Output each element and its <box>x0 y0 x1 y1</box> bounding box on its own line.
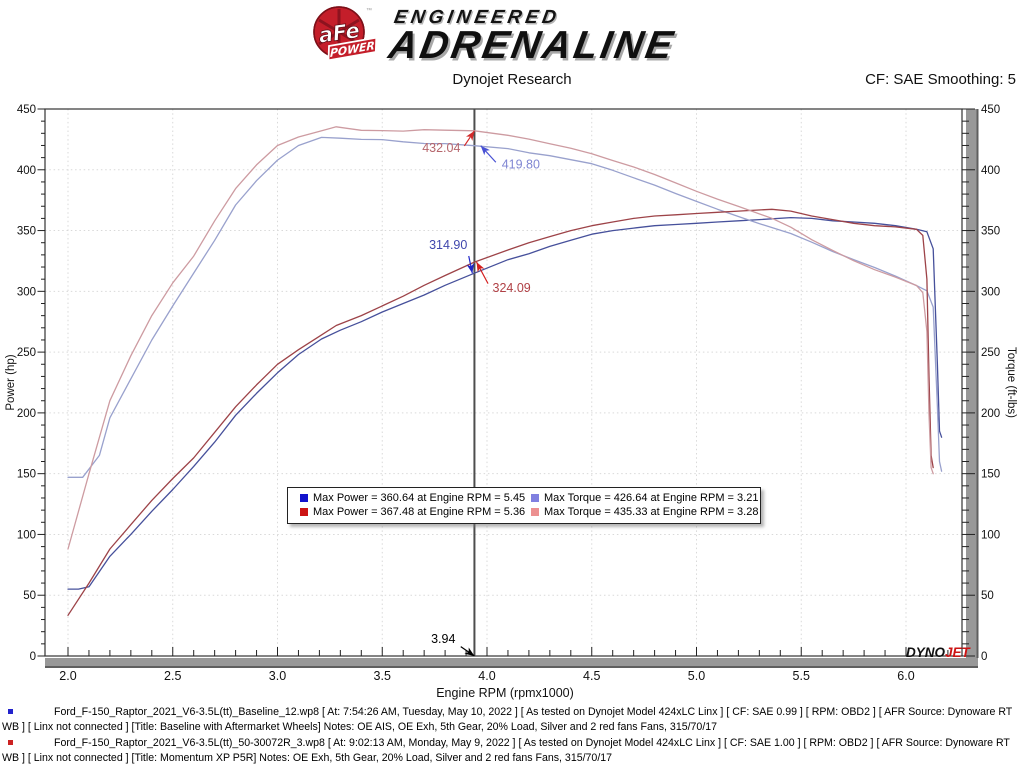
legend-row: Max Power = 367.48 at Engine RPM = 5.36 … <box>294 505 759 519</box>
svg-text:250: 250 <box>981 347 1000 359</box>
legend-entry-momentum-torque: Max Torque = 435.33 at Engine RPM = 3.28 <box>525 506 759 518</box>
series-group <box>67 126 943 616</box>
dyno-chart-area: 0 0 50 50 100 100 150 150 200 200 250 250 300 300 350 3… <box>0 100 1024 706</box>
svg-text:250: 250 <box>17 347 36 359</box>
svg-text:3.5: 3.5 <box>374 669 391 683</box>
legend-box: Max Power = 360.64 at Engine RPM = 5.45 … <box>287 487 761 524</box>
baseline-torque-swatch-icon <box>531 494 539 502</box>
legend-entry-label: Max Torque = 426.64 at Engine RPM = 3.21 <box>544 492 759 504</box>
smoothing-info: CF: SAE Smoothing: 5 <box>865 71 1016 88</box>
svg-text:4.5: 4.5 <box>583 669 600 683</box>
svg-text:0: 0 <box>981 651 987 663</box>
right-axis-bar <box>966 109 977 658</box>
svg-text:150: 150 <box>981 469 1000 481</box>
svg-text:5.5: 5.5 <box>793 669 810 683</box>
dynojet-logo: DYNOJET <box>906 645 972 660</box>
svg-text:400: 400 <box>981 165 1000 177</box>
svg-text:324.09: 324.09 <box>493 281 531 295</box>
run-entry-baseline: Ford_F-150_Raptor_2021_V6-3.5L(tt)_Basel… <box>0 705 1022 735</box>
momentum-power-swatch-icon <box>300 508 308 516</box>
svg-text:50: 50 <box>23 590 36 602</box>
svg-text:200: 200 <box>17 408 36 420</box>
legend-entry-label: Max Torque = 435.33 at Engine RPM = 3.28 <box>544 506 759 518</box>
run-entry-momentum: Ford_F-150_Raptor_2021_V6-3.5L(tt)_50-30… <box>0 736 1022 766</box>
run-descriptions: Ford_F-150_Raptor_2021_V6-3.5L(tt)_Basel… <box>0 705 1022 767</box>
axis-ticks <box>37 108 975 657</box>
svg-text:350: 350 <box>981 226 1000 238</box>
svg-text:0: 0 <box>30 651 36 663</box>
run-bullet-icon <box>8 709 13 714</box>
svg-text:432.04: 432.04 <box>422 141 460 155</box>
run-text: Ford_F-150_Raptor_2021_V6-3.5L(tt)_Basel… <box>2 706 1013 733</box>
legend-entry-label: Max Power = 367.48 at Engine RPM = 5.36 <box>313 506 526 518</box>
right-axis-title: Torque (ft-lbs) <box>1005 347 1017 418</box>
svg-text:450: 450 <box>17 104 36 116</box>
afe-power-logo-icon: aFe ™ POWER <box>313 6 378 62</box>
svg-text:200: 200 <box>981 408 1000 420</box>
legend-entry-baseline-torque: Max Torque = 426.64 at Engine RPM = 3.21 <box>525 492 759 504</box>
legend-entry-momentum-power: Max Power = 367.48 at Engine RPM = 5.36 <box>294 506 525 518</box>
svg-text:100: 100 <box>17 529 36 541</box>
y-axis-labels: 0 0 50 50 100 100 150 150 200 200 250 250 300 300 350 3… <box>17 104 1000 663</box>
annotation-419.80: 419.80 <box>480 145 540 172</box>
svg-text:3.94: 3.94 <box>431 632 455 646</box>
x-axis-labels: 2.0 2.5 3.0 3.5 4.0 4.5 5.0 5.5 6.0 <box>59 669 914 683</box>
annotation-3.94: 3.94 <box>431 632 475 657</box>
momentum-torque-swatch-icon <box>531 508 539 516</box>
series-momentum-power <box>67 208 934 616</box>
svg-text:100: 100 <box>981 529 1000 541</box>
legend-row: Max Power = 360.64 at Engine RPM = 5.45 … <box>294 491 759 505</box>
bottom-axis-bar <box>45 658 978 667</box>
svg-text:400: 400 <box>17 165 36 177</box>
plot-border <box>44 108 963 657</box>
x-axis-title: Engine RPM (rpmx1000) <box>436 686 574 700</box>
svg-text:314.90: 314.90 <box>429 238 467 252</box>
svg-text:419.80: 419.80 <box>502 158 540 172</box>
gridlines <box>45 109 962 656</box>
legend-entry-baseline-power: Max Power = 360.64 at Engine RPM = 5.45 <box>294 492 525 504</box>
svg-text:50: 50 <box>981 590 994 602</box>
svg-text:2.5: 2.5 <box>164 669 181 683</box>
legend-entry-label: Max Power = 360.64 at Engine RPM = 5.45 <box>313 492 526 504</box>
run-bullet-icon <box>8 740 13 745</box>
brand-adrenaline: ADRENALINE <box>385 24 679 67</box>
left-axis-title: Power (hp) <box>5 354 17 410</box>
svg-text:350: 350 <box>17 226 36 238</box>
svg-text:6.0: 6.0 <box>897 669 914 683</box>
run-text: Ford_F-150_Raptor_2021_V6-3.5L(tt)_50-30… <box>2 737 1010 764</box>
annotation-432.04: 432.04 <box>422 130 475 155</box>
annotation-314.90: 314.90 <box>429 238 475 274</box>
svg-text:™: ™ <box>366 7 372 14</box>
chart-title: Dynojet Research <box>452 71 572 88</box>
baseline-power-swatch-icon <box>300 494 308 502</box>
svg-text:5.0: 5.0 <box>688 669 705 683</box>
svg-text:300: 300 <box>17 286 36 298</box>
series-baseline-power <box>67 216 943 590</box>
series-baseline-torque <box>67 136 943 478</box>
dyno-chart: 0 0 50 50 100 100 150 150 200 200 250 250 300 300 350 3… <box>5 104 1017 700</box>
brand-logo: aFe ™ POWER ENGINEERED ADRENALINE <box>303 4 679 67</box>
svg-text:300: 300 <box>981 286 1000 298</box>
series-momentum-torque <box>67 126 934 550</box>
brand-text: ENGINEERED ADRENALINE <box>385 7 682 67</box>
svg-text:2.0: 2.0 <box>59 669 76 683</box>
annotation-324.09: 324.09 <box>475 261 531 295</box>
svg-text:450: 450 <box>981 104 1000 116</box>
svg-text:3.0: 3.0 <box>269 669 286 683</box>
svg-text:150: 150 <box>17 469 36 481</box>
svg-text:4.0: 4.0 <box>478 669 495 683</box>
